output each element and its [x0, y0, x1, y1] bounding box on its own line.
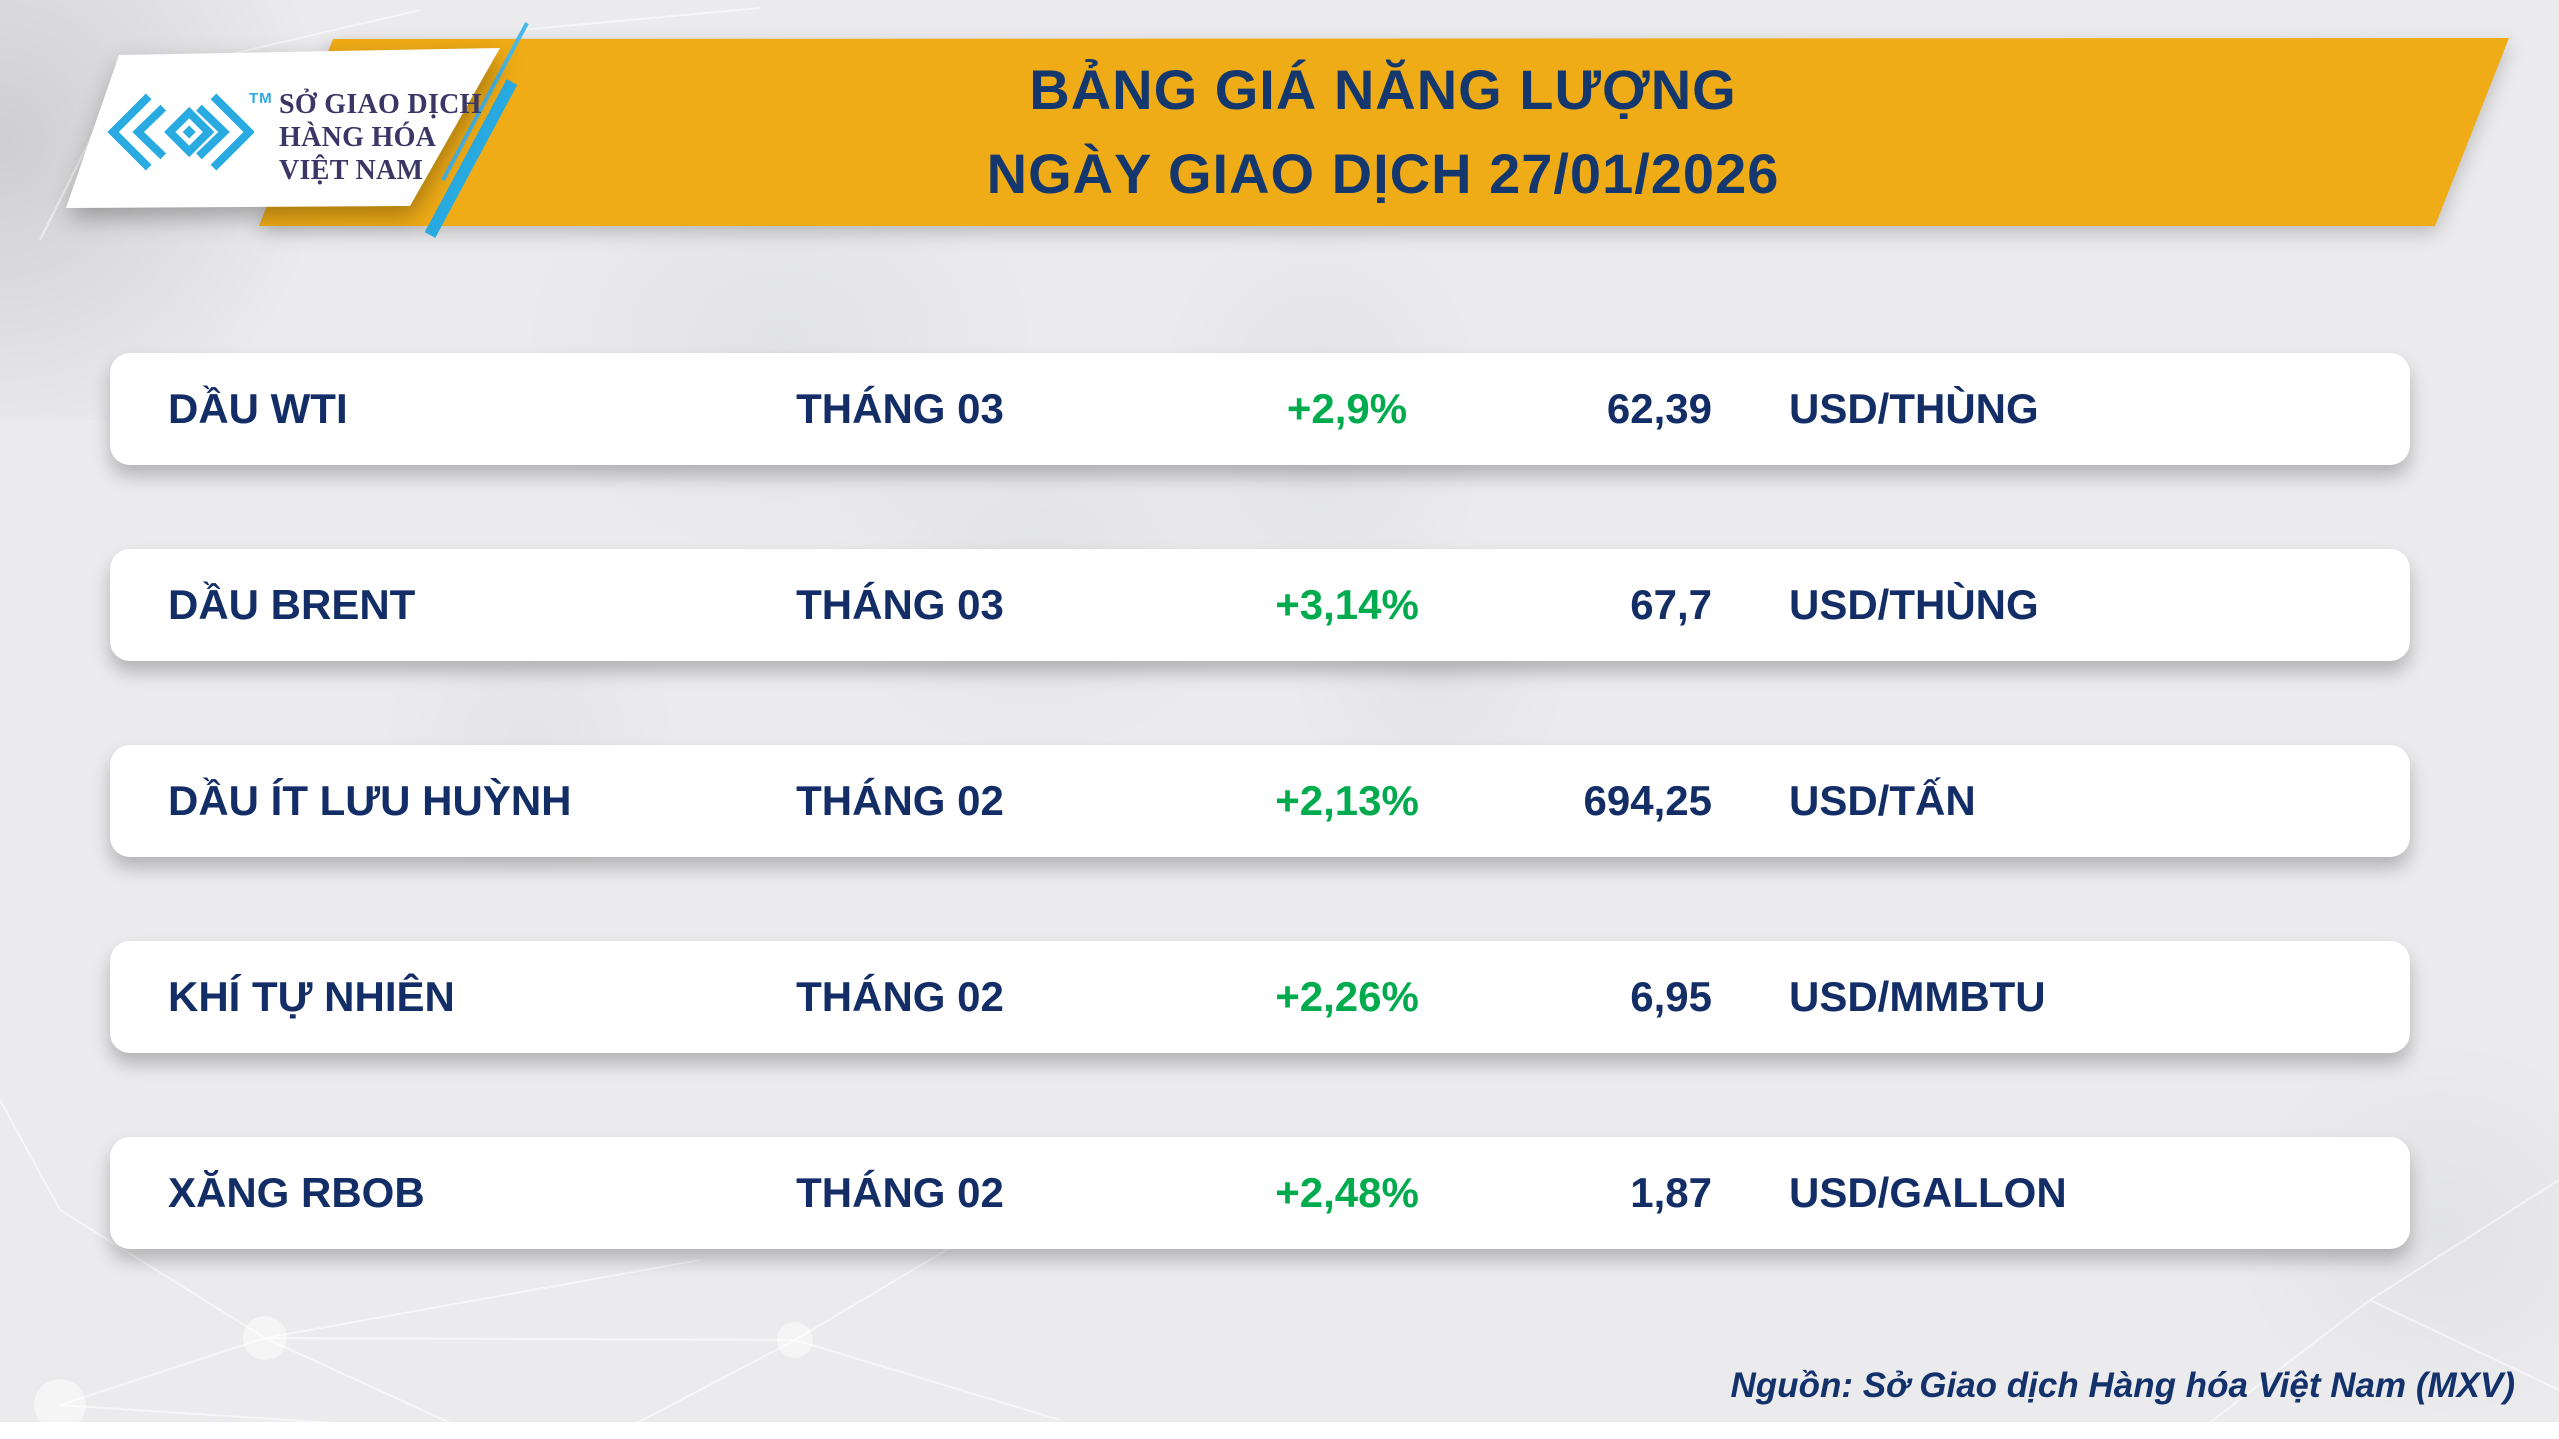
price-value: 6,95	[1630, 973, 1712, 1020]
change-percent: +2,9%	[1286, 385, 1408, 432]
org-name-line3: VIỆT NAM	[279, 155, 424, 186]
source-note: Nguồn: Sở Giao dịch Hàng hóa Việt Nam (M…	[1730, 1366, 2515, 1405]
contract-month: THÁNG 03	[796, 581, 1004, 628]
change-percent: +2,26%	[1275, 973, 1419, 1020]
price-unit: USD/THÙNG	[1789, 581, 2039, 628]
price-row-low-sulphur-oil: DẦU ÍT LƯU HUỲNH THÁNG 02 +2,13% 694,25 …	[110, 745, 2410, 857]
change-percent: +2,13%	[1275, 777, 1419, 824]
bottom-white-strip	[0, 1422, 2559, 1439]
commodity-name: DẦU BRENT	[168, 581, 416, 628]
price-row-brent: DẦU BRENT THÁNG 03 +3,14% 67,7 USD/THÙNG	[110, 549, 2410, 661]
org-name: SỞ GIAO DỊCH HÀNG HÓA VIỆT NAM	[279, 88, 482, 187]
price-row-wti: DẦU WTI THÁNG 03 +2,9% 62,39 USD/THÙNG	[110, 353, 2410, 465]
price-row-rbob-gasoline: XĂNG RBOB THÁNG 02 +2,48% 1,87 USD/GALLO…	[110, 1137, 2410, 1249]
price-row-natural-gas: KHÍ TỰ NHIÊN THÁNG 02 +2,26% 6,95 USD/MM…	[110, 941, 2410, 1053]
trade-date-subtitle: NGÀY GIAO DỊCH 27/01/2026	[986, 142, 1780, 205]
price-unit: USD/THÙNG	[1789, 385, 2039, 432]
commodity-name: KHÍ TỰ NHIÊN	[168, 973, 455, 1020]
price-value: 62,39	[1606, 385, 1712, 432]
price-unit: USD/TẤN	[1789, 777, 1976, 824]
trademark-symbol: TM	[249, 90, 273, 107]
change-percent: +3,14%	[1275, 581, 1419, 628]
mxv-logo-icon	[107, 93, 254, 171]
price-value: 694,25	[1583, 777, 1712, 824]
contract-month: THÁNG 02	[796, 1169, 1004, 1216]
org-name-line2: HÀNG HÓA	[279, 122, 437, 153]
price-value: 1,87	[1630, 1169, 1712, 1216]
commodity-name: DẦU WTI	[168, 385, 348, 432]
page-title-block: BẢNG GIÁ NĂNG LƯỢNG NGÀY GIAO DỊCH 27/01…	[255, 38, 2511, 226]
commodity-name: DẦU ÍT LƯU HUỲNH	[168, 777, 572, 824]
change-percent: +2,48%	[1275, 1169, 1419, 1216]
banner-background	[259, 38, 2509, 226]
contract-month: THÁNG 03	[796, 385, 1004, 432]
org-name-line1: SỞ GIAO DỊCH	[279, 89, 482, 120]
price-unit: USD/GALLON	[1789, 1169, 2067, 1216]
contract-month: THÁNG 02	[796, 973, 1004, 1020]
price-unit: USD/MMBTU	[1789, 973, 2046, 1020]
price-value: 67,7	[1630, 581, 1712, 628]
cyan-slash-decor	[424, 22, 529, 238]
commodity-name: XĂNG RBOB	[168, 1169, 425, 1216]
page-title: BẢNG GIÁ NĂNG LƯỢNG	[1029, 58, 1737, 121]
contract-month: THÁNG 02	[796, 777, 1004, 824]
price-table: DẦU WTI THÁNG 03 +2,9% 62,39 USD/THÙNG D…	[110, 353, 2410, 1333]
